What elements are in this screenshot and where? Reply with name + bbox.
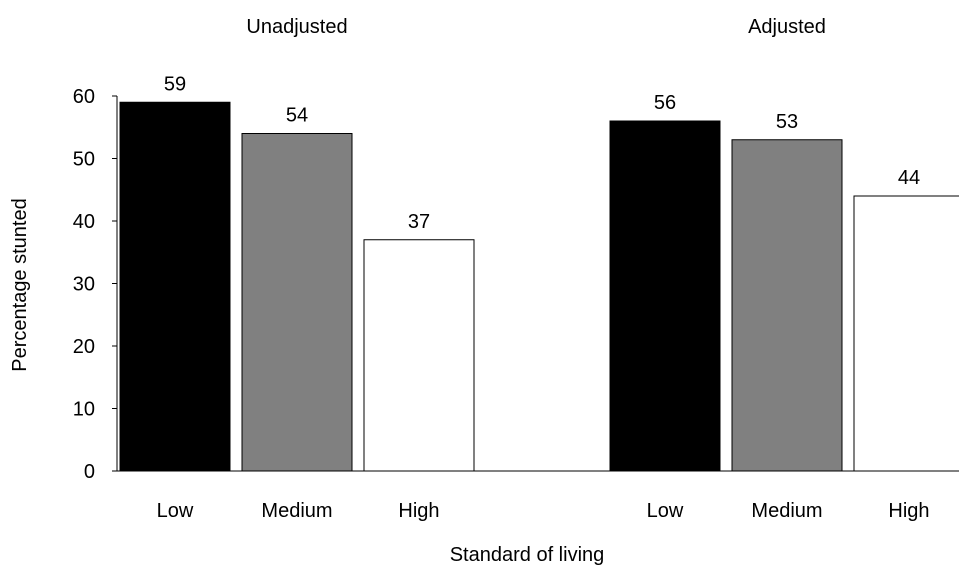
bar-value-label: 56 — [654, 92, 676, 114]
category-label: High — [398, 500, 439, 522]
y-tick-label: 60 — [73, 86, 95, 108]
bar-value-label: 44 — [898, 167, 920, 189]
bar-value-label: 37 — [408, 211, 430, 233]
category-label: Medium — [261, 500, 332, 522]
y-tick-label: 40 — [73, 211, 95, 233]
bar-value-label: 54 — [286, 105, 308, 127]
y-axis-title: Percentage stunted — [9, 198, 31, 371]
y-tick-label: 0 — [84, 461, 95, 483]
bar-value-label: 59 — [164, 73, 186, 95]
bar — [731, 139, 843, 472]
category-label: High — [888, 500, 929, 522]
labels-layer: Unadjusted 59 Low 54 Medium 37 High Adjusted 56 L… — [157, 16, 930, 522]
bar — [853, 195, 959, 472]
bar — [363, 239, 475, 472]
bar-value-label: 53 — [776, 111, 798, 133]
y-tick-label: 30 — [73, 274, 95, 296]
group-title: Unadjusted — [246, 16, 347, 38]
bars-layer — [119, 101, 959, 472]
category-label: Medium — [751, 500, 822, 522]
bar — [609, 120, 721, 472]
y-tick-label: 20 — [73, 336, 95, 358]
bar — [241, 133, 353, 472]
bar — [119, 101, 231, 472]
group-title: Adjusted — [748, 16, 826, 38]
y-tick-label: 50 — [73, 149, 95, 171]
category-label: Low — [647, 500, 684, 522]
category-label: Low — [157, 500, 194, 522]
x-axis-title: Standard of living — [450, 544, 605, 566]
y-tick-label: 10 — [73, 399, 95, 421]
